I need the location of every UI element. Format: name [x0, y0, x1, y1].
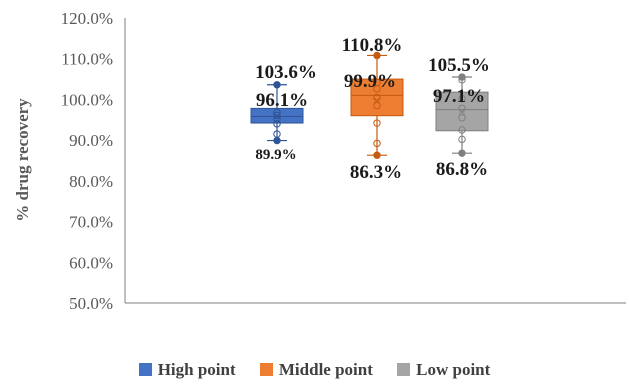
data-point: [458, 126, 466, 134]
y-tick-label: 100.0%: [61, 90, 113, 109]
label-mean-low-point: 97.1%: [433, 86, 485, 107]
legend-label-high-point: High point: [157, 360, 236, 379]
y-tick-label: 120.0%: [61, 9, 113, 28]
data-point: [273, 108, 281, 117]
data-point: [373, 151, 381, 159]
data-point: [458, 135, 466, 144]
data-labels: 103.6% 96.1% 89.9% 110.8% 99.9% 86.3% 105.5% 97…: [255, 35, 490, 183]
label-max-middle-point: 110.8%: [342, 35, 403, 56]
y-axis-title: % drug recovery: [13, 98, 32, 222]
y-tick-label: 70.0%: [69, 213, 113, 232]
y-axis-ticks: 50.0% 60.0% 70.0% 80.0% 90.0% 100.0% 110.0% 120…: [61, 9, 113, 313]
data-point: [458, 114, 466, 122]
data-point: [273, 81, 281, 89]
legend-swatch-low-point: [397, 363, 411, 376]
data-point: [373, 78, 381, 87]
y-tick-label: 60.0%: [69, 253, 113, 272]
legend-swatch-middle-point: [259, 363, 273, 376]
legend-item-low-point: Low point: [397, 360, 490, 380]
box-middle-point: ×: [350, 51, 404, 159]
y-tick-label: 50.0%: [69, 294, 113, 313]
box-low-point: ×: [435, 73, 489, 157]
legend-item-middle-point: Middle point: [259, 360, 373, 380]
label-max-low-point: 105.5%: [428, 55, 490, 76]
label-max-high-point: 103.6%: [255, 62, 317, 83]
legend-label-low-point: Low point: [416, 360, 491, 379]
data-point: [273, 120, 281, 128]
boxes: × × ×: [250, 51, 489, 159]
legend-swatch-high-point: [138, 363, 152, 376]
label-mean-middle-point: 99.9%: [344, 71, 396, 92]
label-min-high-point: 89.9%: [255, 147, 296, 163]
data-point: [458, 149, 466, 157]
legend-item-high-point: High point: [138, 360, 236, 380]
data-point: [373, 93, 381, 102]
data-point: [273, 130, 281, 138]
data-point: [458, 94, 466, 103]
y-tick-label: 80.0%: [69, 172, 113, 191]
data-point: [373, 51, 381, 60]
legend: High point Middle point Low point: [0, 360, 629, 380]
data-point: [273, 136, 281, 145]
legend-label-middle-point: Middle point: [278, 360, 373, 379]
label-min-middle-point: 86.3%: [350, 162, 402, 183]
label-min-low-point: 86.8%: [436, 159, 488, 180]
y-tick-label: 90.0%: [69, 131, 113, 150]
data-point: [373, 119, 381, 127]
box-high-point: ×: [250, 81, 304, 145]
data-point: [273, 111, 281, 120]
label-mean-high-point: 96.1%: [256, 90, 308, 111]
data-point: [458, 104, 466, 113]
y-tick-label: 110.0%: [61, 50, 113, 69]
data-point: [458, 73, 466, 81]
data-point: [373, 101, 381, 110]
data-point: [373, 139, 381, 148]
